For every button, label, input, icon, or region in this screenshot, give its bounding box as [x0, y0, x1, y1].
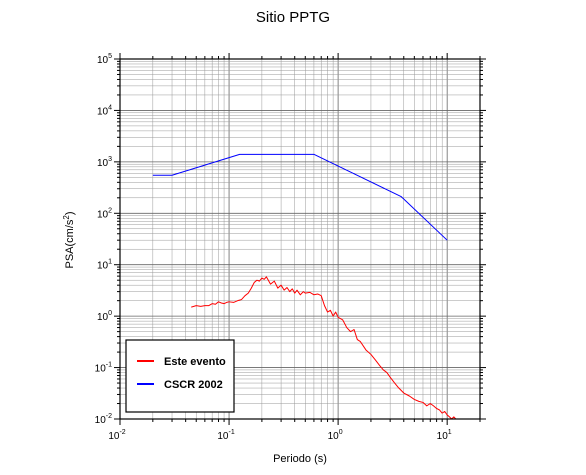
axis-ticks: [114, 53, 486, 425]
y-tick-label: 104: [97, 104, 112, 117]
tick-label-base: 10: [97, 209, 109, 220]
tick-label-exponent: 1: [108, 259, 112, 266]
x-tick-label: 10-2: [108, 429, 125, 442]
tick-label-base: 10: [97, 312, 109, 323]
legend-box: [125, 339, 235, 413]
x-tick-label: 10-1: [217, 429, 234, 442]
tick-label-exponent: 1: [448, 429, 452, 436]
tick-label-exponent: 3: [108, 156, 112, 163]
tick-label-base: 10: [97, 106, 109, 117]
tick-label-base: 10: [217, 431, 229, 442]
tick-label-base: 10: [328, 431, 340, 442]
y-tick-label: 10-2: [95, 413, 112, 426]
tick-label-exponent: -2: [119, 429, 125, 436]
y-tick-label: 10-1: [95, 362, 112, 375]
tick-label-base: 10: [108, 431, 120, 442]
grid: [119, 58, 481, 420]
y-axis-label: PSA(cm/s2): [62, 211, 76, 268]
tick-label-base: 10: [95, 415, 107, 426]
series-line-0: [191, 276, 457, 420]
tick-label-base: 10: [437, 431, 449, 442]
y-tick-label: 100: [97, 310, 112, 323]
y-tick-label: 101: [97, 259, 112, 272]
tick-label-base: 10: [97, 158, 109, 169]
legend-label-cscr-2002: CSCR 2002: [164, 379, 223, 391]
legend: Este evento CSCR 2002: [125, 339, 235, 413]
y-axis-label-end: ): [64, 211, 76, 215]
tick-label-exponent: 5: [108, 53, 112, 60]
x-axis-label: Periodo (s): [273, 453, 327, 465]
tick-label-exponent: -2: [106, 413, 112, 420]
legend-label-este-evento: Este evento: [164, 356, 226, 368]
y-tick-label: 102: [97, 207, 112, 220]
tick-label-base: 10: [95, 364, 107, 375]
y-tick-label: 103: [97, 156, 112, 169]
y-axis-label-sup: 2: [62, 215, 71, 220]
tick-label-exponent: 0: [339, 429, 343, 436]
series-line-1: [152, 153, 448, 241]
tick-label-exponent: 4: [108, 104, 112, 111]
tick-label-base: 10: [97, 55, 109, 66]
plot-frame: [119, 58, 481, 420]
tick-label-base: 10: [97, 261, 109, 272]
tick-label-exponent: -1: [229, 429, 235, 436]
tick-label-exponent: 2: [108, 207, 112, 214]
tick-label-exponent: 0: [108, 310, 112, 317]
series-lines: [152, 153, 457, 420]
y-axis-label-base: PSA(cm/s: [64, 219, 76, 268]
tick-label-exponent: -1: [106, 362, 112, 369]
x-tick-label: 101: [437, 429, 452, 442]
y-tick-label: 105: [97, 53, 112, 66]
chart-title: Sitio PPTG: [256, 9, 330, 26]
x-tick-label: 100: [328, 429, 343, 442]
